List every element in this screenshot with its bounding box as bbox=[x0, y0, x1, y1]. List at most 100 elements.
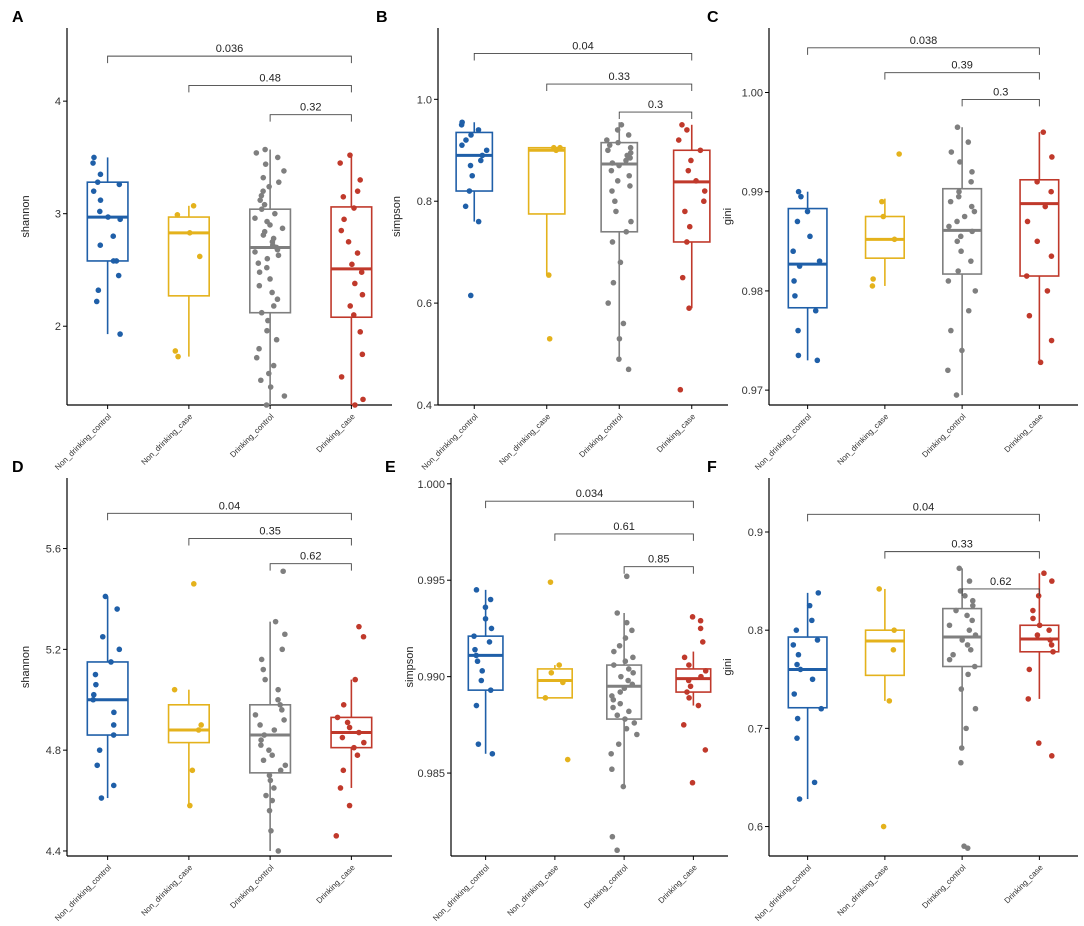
y-tick-label: 0.8 bbox=[417, 196, 432, 208]
data-point bbox=[685, 167, 692, 174]
data-point bbox=[547, 579, 554, 585]
data-point bbox=[468, 132, 474, 138]
data-point bbox=[880, 823, 887, 830]
data-point bbox=[339, 734, 346, 741]
data-point bbox=[611, 648, 617, 655]
data-point bbox=[609, 693, 615, 699]
data-point bbox=[473, 702, 480, 709]
panel-label: D bbox=[12, 459, 24, 476]
data-point bbox=[677, 386, 684, 393]
data-point bbox=[258, 192, 265, 199]
data-point bbox=[623, 573, 630, 580]
box-iqr bbox=[864, 215, 905, 259]
p-value-label: 0.39 bbox=[951, 60, 972, 72]
bracket-line bbox=[961, 98, 1040, 107]
p-value-label: 0.62 bbox=[300, 551, 321, 563]
data-point bbox=[627, 183, 633, 189]
data-point bbox=[191, 581, 197, 587]
data-point bbox=[352, 676, 359, 683]
data-point bbox=[953, 607, 959, 614]
data-point bbox=[340, 767, 347, 774]
data-point bbox=[189, 767, 196, 774]
y-axis-label: shannon bbox=[20, 646, 32, 688]
data-point bbox=[1048, 642, 1055, 648]
data-point bbox=[357, 177, 363, 183]
data-point bbox=[277, 767, 284, 774]
data-point bbox=[965, 671, 971, 678]
data-point bbox=[275, 686, 281, 693]
data-point bbox=[280, 568, 286, 575]
data-point bbox=[622, 658, 629, 665]
data-point bbox=[1034, 178, 1040, 185]
data-point bbox=[616, 356, 622, 362]
data-point bbox=[807, 233, 813, 240]
box-iqr bbox=[864, 629, 905, 677]
data-point bbox=[258, 742, 264, 748]
data-point bbox=[794, 661, 800, 668]
data-point bbox=[356, 623, 362, 630]
data-point bbox=[267, 276, 273, 282]
data-point bbox=[256, 282, 263, 289]
data-point bbox=[337, 785, 344, 791]
data-point bbox=[459, 142, 465, 148]
data-point bbox=[956, 188, 962, 195]
data-point bbox=[282, 631, 288, 638]
data-point bbox=[618, 673, 624, 680]
box-group bbox=[330, 679, 373, 788]
data-point bbox=[265, 317, 271, 324]
data-point bbox=[340, 194, 347, 200]
data-point bbox=[629, 627, 635, 634]
data-point bbox=[1047, 637, 1053, 643]
data-point bbox=[968, 203, 975, 210]
data-point bbox=[959, 637, 965, 643]
data-point bbox=[258, 206, 265, 212]
data-point bbox=[270, 235, 277, 242]
box-iqr bbox=[467, 635, 504, 691]
data-point bbox=[472, 646, 478, 653]
y-tick-label: 3 bbox=[55, 209, 61, 221]
comparison-bracket: 0.034 bbox=[485, 488, 694, 509]
data-point bbox=[486, 639, 493, 645]
data-point bbox=[281, 393, 288, 399]
data-point bbox=[1026, 312, 1033, 319]
box-group bbox=[455, 122, 494, 222]
comparison-bracket: 0.33 bbox=[884, 539, 1040, 559]
box-iqr bbox=[249, 208, 292, 314]
data-point bbox=[869, 283, 876, 289]
comparison-bracket: 0.85 bbox=[623, 554, 694, 574]
p-value-label: 0.04 bbox=[913, 501, 934, 513]
data-point bbox=[614, 127, 621, 133]
data-point bbox=[116, 646, 123, 653]
data-point bbox=[279, 225, 286, 232]
data-point bbox=[954, 218, 960, 225]
data-point bbox=[487, 687, 494, 693]
data-point bbox=[794, 218, 801, 225]
data-point bbox=[814, 637, 821, 643]
bracket-line bbox=[485, 500, 694, 509]
data-point bbox=[1048, 188, 1054, 195]
data-point bbox=[1037, 359, 1044, 366]
data-point bbox=[360, 396, 366, 403]
x-tick-label: Drinking_case bbox=[315, 863, 358, 906]
x-tick-label: Non_drinking_case bbox=[835, 412, 890, 467]
data-point bbox=[1046, 627, 1052, 633]
data-point bbox=[793, 627, 800, 633]
data-point bbox=[279, 646, 286, 653]
data-point bbox=[605, 300, 611, 306]
data-point bbox=[625, 132, 632, 138]
data-point bbox=[479, 668, 486, 674]
data-point bbox=[475, 127, 482, 133]
data-point bbox=[266, 807, 273, 814]
data-point bbox=[475, 218, 482, 225]
data-point bbox=[264, 255, 271, 262]
data-point bbox=[462, 203, 469, 210]
data-point bbox=[262, 161, 269, 167]
panel-label: C bbox=[707, 9, 719, 26]
data-point bbox=[274, 154, 281, 161]
data-point bbox=[615, 741, 622, 747]
x-tick-label: Non_drinking_case bbox=[139, 863, 194, 918]
bracket-line bbox=[188, 538, 352, 546]
data-point bbox=[256, 269, 263, 276]
panel-label: B bbox=[376, 9, 388, 26]
